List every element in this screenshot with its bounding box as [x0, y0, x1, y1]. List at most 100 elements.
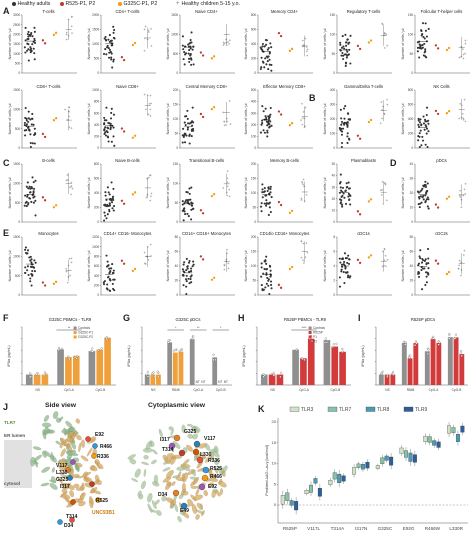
significance-label: *: [220, 326, 222, 330]
healthy-adult-point: [29, 133, 32, 136]
replicate-point: [145, 373, 148, 376]
y-tick-label: 2000: [92, 13, 99, 17]
healthy-adult-point: [264, 260, 267, 263]
child-point: [380, 100, 383, 103]
unc93b1-helix: [195, 514, 200, 520]
unc93b1-helix: [96, 462, 104, 469]
healthy-adult-point: [422, 122, 426, 125]
child-point: [301, 183, 304, 186]
residue-sphere: [202, 466, 210, 474]
panel-title: Effector Memory CD8+: [263, 84, 306, 89]
healthy-adult-point: [270, 69, 273, 72]
r525-patient-point: [358, 213, 362, 216]
healthy-adult-point: [112, 113, 115, 116]
panel-title: Plasmablasts: [351, 158, 376, 163]
panel-title: R525P PBMCs - TLR9: [284, 317, 327, 322]
bar: [436, 342, 442, 385]
unc93b1-helix: [171, 454, 183, 459]
r525-patient-point: [120, 55, 124, 59]
healthy-adult-point: [31, 274, 34, 277]
y-axis-label: IFNα (pg/mL): [361, 345, 365, 366]
healthy-adult-point: [421, 46, 424, 49]
healthy-adult-point: [264, 286, 267, 289]
y-axis-label: Number of cells / µl: [244, 177, 248, 208]
healthy-adult-point: [104, 126, 107, 129]
replicate-point: [341, 350, 344, 353]
healthy-adult-point: [260, 56, 263, 59]
legend-label: P1: [313, 335, 317, 339]
healthy-adult-point: [420, 34, 423, 37]
g325-patient-point: [133, 41, 137, 45]
residue-sphere: [57, 519, 63, 525]
child-point: [300, 197, 303, 200]
legend-label: G325C-P1: [78, 331, 93, 335]
box: [332, 472, 337, 480]
healthy-adult-point: [103, 219, 106, 222]
replicate-point: [427, 348, 430, 351]
panel-title: Memory B-cells: [270, 158, 299, 163]
healthy-adult-point: [344, 105, 347, 108]
replicate-point: [105, 337, 108, 340]
replicate-point: [460, 354, 463, 357]
y-axis-label: Number of cells / µl: [166, 103, 170, 134]
healthy-adult-point: [343, 107, 346, 110]
y-axis-label: Number of cells / µl: [87, 250, 91, 281]
healthy-adult-point: [33, 26, 36, 29]
healthy-adult-point: [341, 35, 344, 38]
y-axis-label: Predicted ΔΔGₛₜₐbᵢₗᵢₜy [kcal/mol]: [265, 445, 269, 495]
child-point: [66, 118, 69, 121]
tlr7-helix: [50, 451, 55, 461]
healthy-adult-point: [424, 48, 427, 51]
tlr7-helix: [30, 456, 36, 467]
healthy-adult-point: [427, 247, 430, 251]
panel-label-k: K: [258, 404, 265, 414]
healthy-adult-point: [108, 202, 111, 205]
child-point: [144, 108, 147, 111]
child-point: [459, 189, 462, 192]
healthy-adult-point: [267, 55, 270, 58]
child-point: [379, 122, 382, 125]
r525-patient-point: [356, 134, 360, 137]
healthy-adult-point: [30, 261, 33, 264]
healthy-adult-point: [26, 181, 29, 184]
panel-title: Monocytes: [38, 231, 58, 236]
healthy-adult-point: [423, 42, 426, 45]
child-point: [147, 31, 150, 34]
child-point: [65, 33, 68, 36]
bar: [189, 339, 195, 385]
unc93b1-helix: [65, 437, 74, 443]
g325-patient-point: [133, 134, 137, 137]
box: [375, 465, 380, 469]
healthy-adult-point: [187, 277, 190, 280]
y-axis-label: Number of cells / µl: [166, 250, 170, 281]
child-point: [458, 259, 461, 262]
child-point: [305, 45, 308, 48]
healthy-adult-point: [340, 117, 343, 120]
healthy-adult-point: [105, 119, 108, 122]
child-point: [458, 264, 461, 267]
healthy-adult-point: [348, 138, 351, 141]
healthy-adult-point: [339, 43, 342, 46]
y-tick-label: 1500: [13, 162, 20, 166]
healthy-adult-point: [27, 110, 30, 113]
healthy-adult-point: [192, 45, 195, 48]
healthy-adult-point: [347, 254, 350, 257]
healthy-adult-point: [190, 204, 193, 207]
y-tick-label: 200: [251, 162, 257, 166]
child-point: [384, 182, 387, 185]
cell-panel: Memory B-cells Number of cells / µl 0 50 100…: [244, 158, 313, 224]
healthy-adult-point: [24, 201, 27, 204]
child-point: [143, 37, 146, 40]
g325-patient-point: [447, 46, 451, 50]
healthy-adult-point: [419, 118, 422, 121]
healthy-adult-point: [30, 117, 34, 120]
cell-panel: Effector Memory CD8+ Number of cells / µl…: [244, 84, 313, 150]
y-tick-label: 15: [272, 440, 277, 445]
replicate-point: [97, 349, 100, 352]
child-point: [149, 94, 152, 97]
tlr7-helix: [137, 490, 142, 497]
child-point: [70, 25, 73, 28]
ifn-panel-h: R525P PBMCs - TLR9 IFNα (pg/mL) NS CpG-A CpG…: [242, 317, 351, 392]
child-point: [65, 38, 68, 41]
healthy-adult-point: [340, 46, 344, 49]
